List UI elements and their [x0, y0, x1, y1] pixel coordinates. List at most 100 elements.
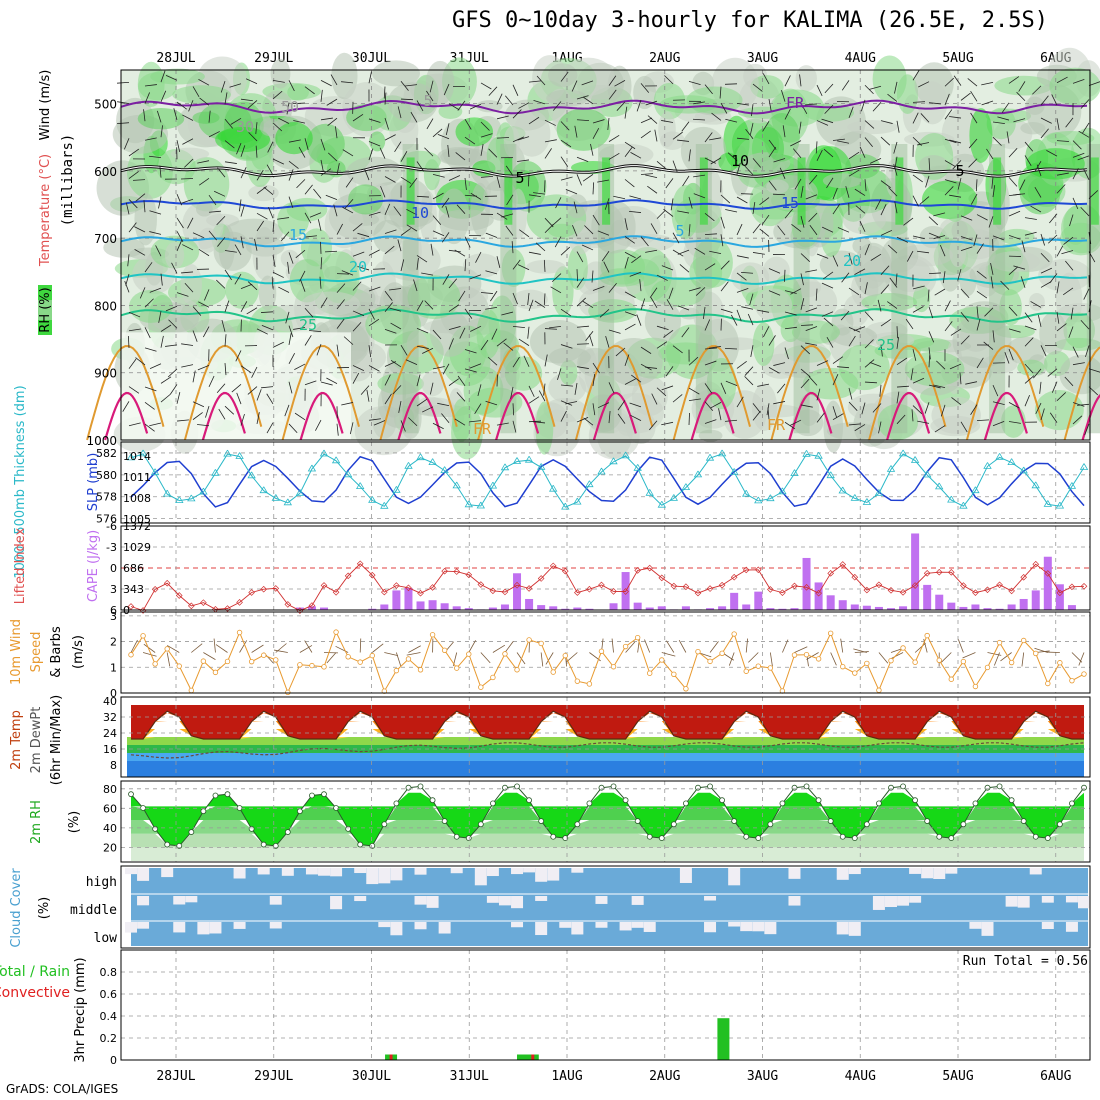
temp-contour-30 [983, 391, 1028, 441]
li-marker [175, 592, 183, 599]
li-marker [984, 586, 991, 594]
wind-barb [560, 121, 570, 131]
li-marker [441, 567, 448, 575]
wind-barb [288, 423, 298, 433]
rh-marker [248, 825, 255, 832]
rh-blob [513, 110, 551, 157]
wind-barb [592, 182, 595, 195]
wind10m-barb [516, 652, 526, 665]
rh-marker [598, 784, 605, 791]
wind-barb [288, 196, 294, 209]
wind-barb [917, 142, 930, 146]
wind10m-barb [480, 652, 491, 664]
contour-label: 20 [843, 252, 861, 270]
li-marker [1080, 582, 1088, 590]
wind-barb [944, 160, 956, 167]
wind-barb [581, 244, 594, 251]
wind-barb [204, 289, 210, 301]
wind-barb [800, 378, 810, 389]
cloud-gap [137, 868, 150, 881]
wind-barb [336, 163, 340, 175]
bottom-date-label: 6AUG [1040, 1069, 1071, 1084]
wind-barb [1082, 122, 1090, 134]
wind-barb [336, 283, 346, 293]
rh-marker [1081, 784, 1087, 791]
li-marker [308, 602, 316, 609]
wind-barb [745, 129, 754, 139]
wind-barb [1056, 184, 1066, 194]
rh-blob [568, 220, 593, 255]
wind-barb [247, 386, 258, 395]
wind-barb [864, 381, 878, 384]
wind-barb [604, 198, 610, 210]
wind-barb [688, 412, 690, 425]
cape-bar [488, 607, 497, 610]
li-marker [960, 582, 967, 589]
wind10m-tick-label: 2 [110, 636, 117, 649]
wind-barb [192, 401, 205, 408]
wind-barb [880, 344, 883, 357]
rh-blob [651, 277, 706, 308]
wind-barb [280, 231, 290, 242]
cape-bar [573, 607, 582, 610]
rh-blob [407, 275, 461, 320]
wind-barb [143, 200, 146, 213]
wind-barb [808, 174, 818, 185]
wind10m-marker [924, 632, 930, 639]
wind-barb [294, 363, 306, 370]
thickness-marker [742, 489, 751, 497]
wind-barb [424, 300, 434, 310]
wind-barb [488, 86, 498, 96]
wind-barb [216, 383, 226, 394]
pressure-axis-label: (millibars) [60, 134, 76, 227]
contour-label: 20 [349, 258, 367, 276]
wind-barb [445, 205, 450, 218]
temp-contour-25 [672, 345, 751, 441]
wind-barb [224, 92, 228, 105]
rain-bar [717, 1018, 730, 1060]
rh-marker [164, 841, 171, 848]
wind-barb [160, 125, 163, 138]
wind-barb [603, 261, 610, 273]
wind-barb [384, 176, 396, 183]
wind-barb [821, 226, 834, 233]
contour-label: 5 [423, 92, 432, 110]
rh-marker [863, 821, 870, 828]
wind-barb [992, 185, 996, 198]
wind-barb [663, 208, 674, 217]
li-marker [453, 568, 461, 575]
wind-barb [869, 85, 882, 90]
wind-barb [324, 250, 338, 253]
wind-barb [928, 216, 939, 226]
rh-marker [1056, 821, 1063, 828]
wind-barb [1040, 252, 1050, 263]
wind-barb [809, 224, 818, 236]
wind10m-barb [273, 649, 288, 653]
wind-barb [631, 255, 642, 264]
wind-barb [171, 262, 178, 274]
wind-barb [523, 355, 530, 367]
wind-barb [841, 80, 850, 91]
wind-barb [666, 299, 674, 310]
li-marker [236, 599, 243, 606]
cape-bars [295, 533, 1076, 610]
li-marker [537, 575, 545, 582]
wind-barb [768, 146, 777, 158]
li-marker [851, 573, 859, 581]
wind-barb [808, 376, 818, 386]
wind-barb [645, 174, 658, 178]
wind10m-marker [273, 657, 279, 663]
bottom-date-label: 4AUG [845, 1069, 876, 1084]
wind-barb [896, 385, 909, 388]
slp-axis-label: SLP (mb) [86, 453, 101, 512]
rh-blob [543, 397, 587, 423]
wind-barb [292, 102, 306, 105]
wind10m-marker [369, 652, 375, 659]
wind-barb [528, 299, 534, 312]
rh-marker [502, 784, 508, 791]
wind-barb [352, 251, 365, 257]
wind10m-marker [1081, 671, 1087, 677]
wind-barb [752, 223, 761, 234]
wind-barb [631, 374, 642, 383]
wind-barb [944, 321, 953, 332]
